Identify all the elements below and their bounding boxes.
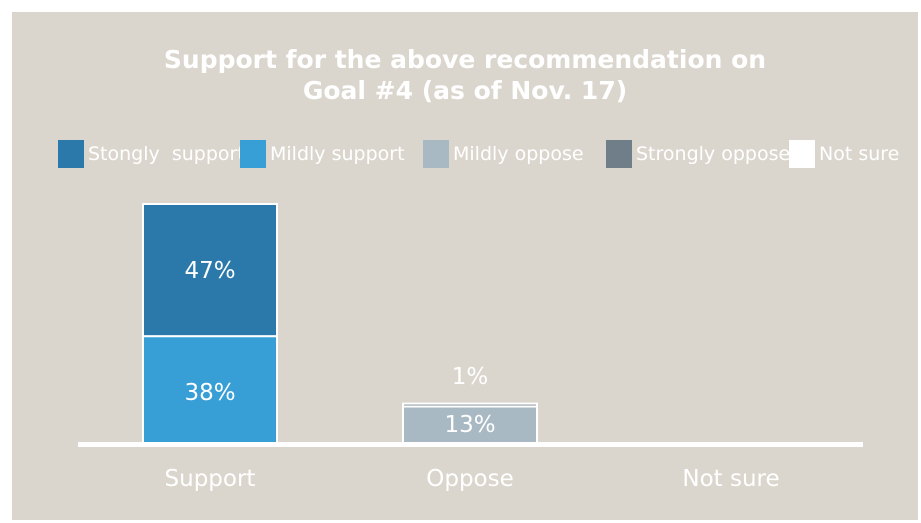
bar-oppose-strongly-oppose <box>402 402 538 408</box>
bar-support-stongly-support <box>142 203 278 338</box>
x-axis-baseline <box>78 442 863 447</box>
legend-swatch-strongly-oppose <box>606 140 632 168</box>
legend-swatch-strongly-support <box>58 140 84 168</box>
legend-label-strongly-support: Stongly support <box>88 143 245 165</box>
legend-item-strongly-oppose: Strongly oppose <box>606 139 790 169</box>
data-label-oppose-strongly-oppose: 1% <box>452 364 489 390</box>
x-tick-label-not-sure: Not sure <box>682 466 779 492</box>
data-label-support-mildly-support: 38% <box>184 380 235 406</box>
legend-item-mildly-oppose: Mildly oppose <box>423 139 584 169</box>
x-tick-label-support: Support <box>165 466 256 492</box>
legend-item-not-sure: Not sure <box>789 139 899 169</box>
legend-swatch-mildly-support <box>240 140 266 168</box>
legend-item-strongly-support: Stongly support <box>58 139 245 169</box>
legend-label-strongly-oppose: Strongly oppose <box>636 143 791 165</box>
legend-label-mildly-oppose: Mildly oppose <box>453 143 584 165</box>
data-label-support-stongly-support: 47% <box>184 258 235 284</box>
legend-label-not-sure: Not sure <box>819 143 900 165</box>
legend-item-mildly-support: Mildly support <box>240 139 405 169</box>
legend-swatch-mildly-oppose <box>423 140 449 168</box>
legend-swatch-not-sure <box>789 140 815 168</box>
chart-title: Support for the above recommendation on … <box>163 45 767 105</box>
x-tick-label-oppose: Oppose <box>426 466 514 492</box>
legend-label-mildly-support: Mildly support <box>270 143 405 165</box>
data-label-oppose-mildly-oppose: 13% <box>444 412 495 438</box>
